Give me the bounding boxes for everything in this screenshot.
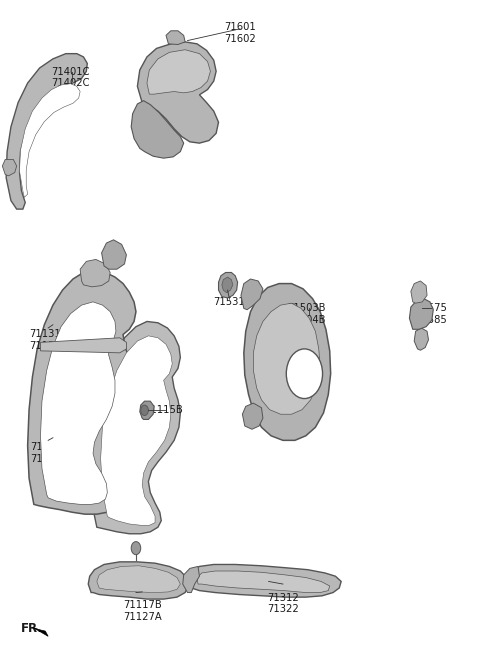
Polygon shape xyxy=(40,302,116,504)
Text: 71601
71602: 71601 71602 xyxy=(224,22,256,44)
Text: 71401C
71402C: 71401C 71402C xyxy=(51,67,90,89)
Polygon shape xyxy=(222,277,233,293)
Polygon shape xyxy=(88,562,189,599)
Text: 71312
71322: 71312 71322 xyxy=(267,592,299,614)
Polygon shape xyxy=(147,50,210,94)
Text: 71110
71120: 71110 71120 xyxy=(30,442,62,464)
Polygon shape xyxy=(183,566,199,592)
Polygon shape xyxy=(2,159,17,176)
Polygon shape xyxy=(140,401,154,419)
Polygon shape xyxy=(242,403,263,429)
Polygon shape xyxy=(90,321,180,534)
Text: 71131L
71131R: 71131L 71131R xyxy=(29,329,68,351)
Text: 71531: 71531 xyxy=(214,297,245,306)
Polygon shape xyxy=(218,272,238,298)
Polygon shape xyxy=(166,31,185,45)
Polygon shape xyxy=(197,571,330,592)
Polygon shape xyxy=(137,42,218,143)
Circle shape xyxy=(286,349,323,399)
Polygon shape xyxy=(409,298,433,329)
Text: 71503B
71504B: 71503B 71504B xyxy=(288,303,326,325)
Polygon shape xyxy=(33,627,48,636)
Polygon shape xyxy=(244,283,331,440)
Polygon shape xyxy=(189,564,341,597)
Circle shape xyxy=(141,405,148,415)
Polygon shape xyxy=(241,279,263,310)
Text: 71575
71585: 71575 71585 xyxy=(415,303,447,325)
Polygon shape xyxy=(414,328,429,350)
Polygon shape xyxy=(101,336,172,525)
Circle shape xyxy=(131,542,141,555)
Polygon shape xyxy=(97,565,180,592)
Text: FR.: FR. xyxy=(21,622,42,635)
Polygon shape xyxy=(411,281,427,303)
Polygon shape xyxy=(131,100,184,158)
Polygon shape xyxy=(253,303,320,414)
Text: 71115B: 71115B xyxy=(144,405,183,415)
Polygon shape xyxy=(6,54,87,209)
Polygon shape xyxy=(102,240,126,269)
Polygon shape xyxy=(80,259,110,287)
Text: 71117B
71127A: 71117B 71127A xyxy=(123,600,162,622)
Polygon shape xyxy=(28,270,136,514)
Polygon shape xyxy=(20,84,80,197)
Polygon shape xyxy=(40,338,126,353)
